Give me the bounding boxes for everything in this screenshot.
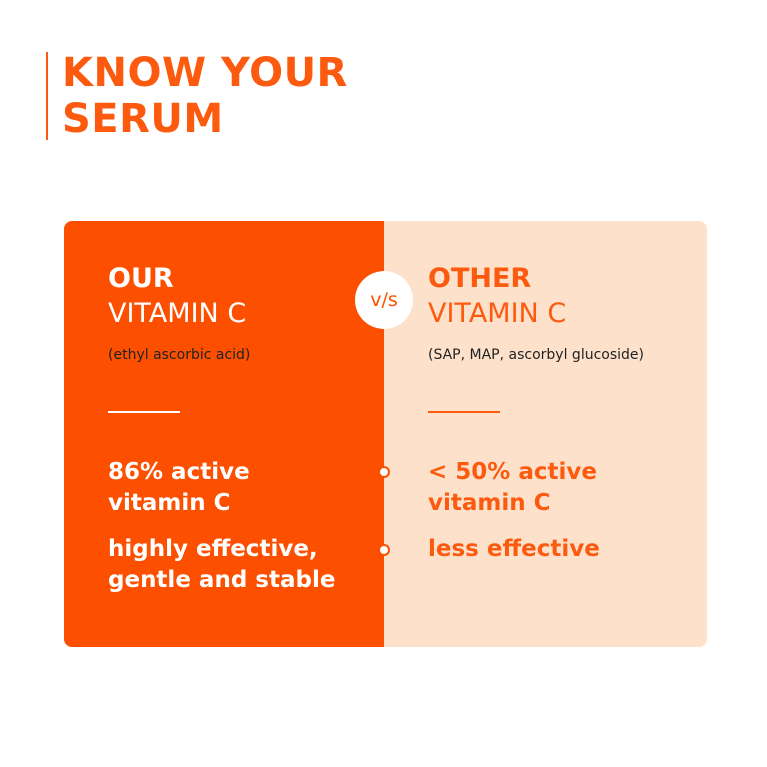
- vs-badge: v/s: [355, 271, 413, 329]
- page-title: KNOW YOUR SERUM: [62, 50, 348, 142]
- title-line-1: KNOW YOUR: [62, 50, 348, 96]
- our-panel: [64, 221, 384, 647]
- title-line-2: SERUM: [62, 96, 224, 142]
- our-point-1: 86% active vitamin C: [108, 459, 250, 516]
- comparison-card: OUR VITAMIN C (ethyl ascorbic acid) 86% …: [64, 221, 707, 647]
- other-point-2: less effective: [428, 536, 600, 562]
- bullet-dot-icon: [378, 544, 390, 556]
- divider: [428, 411, 500, 413]
- our-subheading: VITAMIN C: [108, 298, 247, 329]
- other-heading: OTHER: [428, 263, 532, 294]
- divider: [108, 411, 180, 413]
- other-point-1: < 50% active vitamin C: [428, 459, 597, 516]
- our-heading: OUR: [108, 263, 174, 294]
- bullet-dot-icon: [378, 466, 390, 478]
- other-note: (SAP, MAP, ascorbyl glucoside): [428, 347, 644, 363]
- other-subheading: VITAMIN C: [428, 298, 567, 329]
- our-note: (ethyl ascorbic acid): [108, 347, 251, 363]
- title-accent-bar: [46, 52, 48, 140]
- our-point-2: highly effective, gentle and stable: [108, 536, 336, 593]
